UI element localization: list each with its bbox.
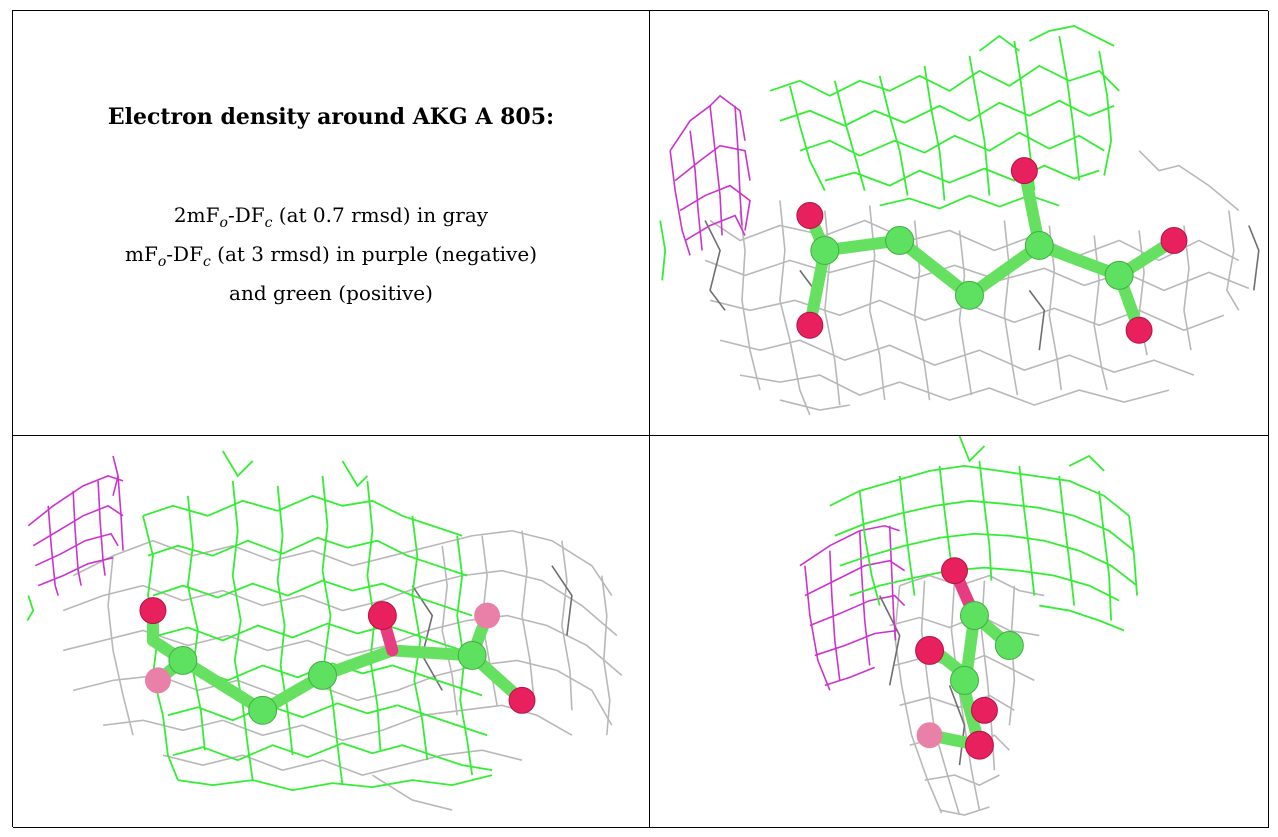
oxygen-atom	[916, 722, 943, 749]
oxygen-atom	[941, 557, 968, 585]
carbon-atom	[959, 601, 989, 631]
oxygen-atom	[915, 635, 945, 665]
oxygen-atom	[1010, 157, 1038, 185]
density-render-2	[26, 450, 623, 811]
positive-difference-mesh	[26, 450, 493, 792]
oxygen-atom	[139, 597, 167, 625]
carbon-atom	[994, 631, 1024, 660]
akg-ligand-model	[796, 157, 1188, 344]
positive-difference-mesh	[659, 25, 1120, 281]
legend-2fofc: 2mFo-DFc (at 0.7 rmsd) in gray	[173, 203, 489, 231]
oxygen-atom	[796, 202, 824, 229]
oxygen-atom	[508, 686, 536, 714]
legend-fofc: mFo-DFc (at 3 rmsd) in purple (negative)	[125, 242, 537, 270]
negative-difference-mesh	[799, 524, 906, 691]
carbon-atom	[457, 640, 487, 670]
density-render-1	[659, 25, 1260, 416]
carbon-atom	[308, 660, 337, 690]
negative-difference-mesh	[27, 455, 124, 596]
oxygen-atom	[144, 667, 171, 694]
oxygen-atom	[964, 730, 994, 760]
negative-difference-mesh	[669, 94, 751, 256]
density-view-bottom-left	[13, 436, 650, 828]
akg-ligand-model	[139, 597, 536, 725]
akg-ligand-model	[915, 557, 1024, 760]
carbon-atom	[1024, 230, 1054, 260]
oxygen-atom	[970, 696, 998, 724]
positive-difference-mesh	[829, 436, 1138, 632]
carbon-atom	[810, 235, 840, 265]
legend-panel: Electron density around AKG A 805: 2mFo-…	[13, 11, 650, 436]
legend-positive: and green (positive)	[229, 281, 433, 305]
carbon-atom	[955, 280, 984, 310]
density-view-top-right	[650, 11, 1269, 436]
carbon-atom	[248, 695, 278, 725]
oxygen-atom	[474, 602, 501, 629]
carbon-atom	[168, 645, 198, 675]
oxygen-atom	[796, 311, 824, 339]
oxygen-atom	[367, 601, 397, 631]
density-render-3	[799, 436, 1138, 816]
carbon-atom	[1104, 260, 1134, 290]
map-legend: 2mFo-DFc (at 0.7 rmsd) in gray mFo-DFc (…	[125, 200, 537, 309]
carbon-atom	[885, 225, 915, 255]
oxygen-atom	[1160, 226, 1188, 254]
figure-grid: Electron density around AKG A 805: 2mFo-…	[12, 10, 1269, 828]
density-view-bottom-right	[650, 436, 1269, 828]
carbon-atom	[950, 665, 979, 695]
oxygen-atom	[1125, 316, 1153, 344]
panel-title: Electron density around AKG A 805:	[107, 104, 555, 130]
